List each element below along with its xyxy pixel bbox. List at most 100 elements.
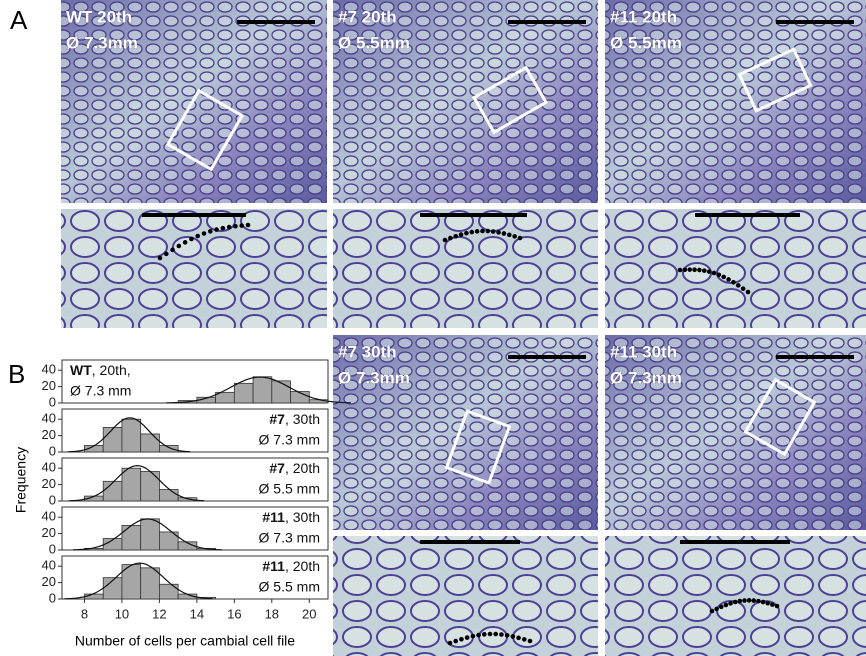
cell-dot: [491, 229, 496, 234]
zoom-texture: [333, 209, 598, 328]
cell-dot: [246, 223, 251, 228]
age: , 20th: [285, 558, 320, 574]
x-tick-label: 16: [227, 606, 241, 621]
cell-dot: [736, 283, 741, 288]
cell-dot: [697, 268, 702, 273]
micrograph-texture: [605, 0, 866, 203]
cell-dot: [488, 632, 493, 637]
y-tick-label: 20: [42, 427, 56, 442]
micrograph-label: Ø 7.3mm: [66, 33, 138, 52]
histogram-bar: [141, 434, 160, 452]
cell-dot: [717, 272, 722, 277]
cell-dot: [719, 605, 724, 610]
cell-dot: [482, 632, 487, 637]
genotype: #11: [262, 558, 285, 574]
y-tick-label: 40: [42, 558, 56, 573]
histogram-bar: [141, 519, 160, 550]
cell-dot: [710, 609, 715, 614]
histogram-label: #7, 20th: [269, 460, 320, 476]
cell-dot: [728, 601, 733, 606]
age: , 30th: [285, 411, 320, 427]
cell-dot: [459, 232, 464, 237]
cell-dot: [164, 252, 169, 257]
cell-dot: [702, 268, 707, 273]
histogram-label: #11, 30th: [262, 509, 320, 525]
cell-dot: [239, 223, 244, 228]
cell-dot: [448, 641, 453, 646]
cell-dot: [775, 604, 780, 609]
x-tick-label: 18: [265, 606, 279, 621]
cell-dot: [158, 256, 163, 261]
micrograph-texture: [333, 0, 598, 203]
histogram-bar: [159, 490, 178, 501]
cell-dot: [707, 269, 712, 274]
histogram-label: WT, 20th,: [70, 362, 131, 378]
cell-dot: [486, 229, 491, 234]
histogram-bar: [272, 381, 291, 403]
cell-dot: [227, 225, 232, 230]
y-tick-label: 0: [49, 394, 56, 409]
cell-dot: [747, 598, 752, 603]
histogram-bar: [253, 377, 272, 403]
micrograph-label: #7 30th: [338, 342, 397, 361]
micrograph-label: Ø 7.3mm: [338, 368, 410, 387]
cell-dot: [761, 600, 766, 605]
cell-dot: [471, 634, 476, 639]
micrograph-label: #7 20th: [338, 7, 397, 26]
cell-dot: [177, 244, 182, 249]
cell-dot: [751, 598, 756, 603]
cell-dot: [499, 632, 504, 637]
y-tick-label: 40: [42, 460, 56, 475]
figure: A B WT 20thØ 7.3mm#7 20thØ 5.5mm#11 20th…: [0, 0, 866, 656]
micrograph-label: Ø 5.5mm: [338, 33, 410, 52]
micrograph-label: Ø 5.5mm: [610, 33, 682, 52]
histogram-bar: [159, 584, 178, 599]
cell-dot: [724, 603, 729, 608]
cell-dot: [195, 234, 200, 239]
histogram-bar: [122, 468, 141, 501]
micrograph-label: WT 20th: [66, 7, 132, 26]
zoom-texture: [61, 209, 327, 328]
x-tick-label: 10: [115, 606, 129, 621]
cell-dot: [233, 224, 238, 229]
cell-dot: [733, 600, 738, 605]
cell-dot: [511, 634, 516, 639]
cell-dot: [742, 598, 747, 603]
y-tick-label: 40: [42, 509, 56, 524]
micrograph-label: #11 20th: [610, 7, 677, 26]
cell-dot: [683, 267, 688, 272]
y-tick-label: 20: [42, 476, 56, 491]
cell-dot: [202, 231, 207, 236]
cell-dot: [731, 280, 736, 285]
genotype: #7: [269, 460, 285, 476]
cell-dot: [476, 633, 481, 638]
cell-dot: [183, 240, 188, 245]
y-tick-label: 40: [42, 362, 56, 377]
cell-dot: [518, 236, 523, 241]
histogram-bar: [234, 383, 253, 403]
cell-dot: [469, 230, 474, 235]
histogram-label: Ø 5.5 mm: [259, 481, 320, 497]
cell-dot: [678, 268, 683, 273]
cell-dot: [692, 267, 697, 272]
micrograph-label: Ø 7.3mm: [610, 368, 682, 387]
cell-dot: [687, 267, 692, 272]
histogram-label: Ø 5.5 mm: [259, 579, 320, 595]
y-tick-label: 20: [42, 574, 56, 589]
cell-dot: [464, 231, 469, 236]
genotype: #7: [269, 411, 285, 427]
cell-dot: [765, 601, 770, 606]
y-tick-label: 20: [42, 378, 56, 393]
cell-dot: [746, 290, 751, 295]
cell-dot: [507, 233, 512, 238]
histogram-label: #11, 20th: [262, 558, 320, 574]
x-tick-label: 12: [152, 606, 166, 621]
panel-label: A: [10, 5, 28, 35]
genotype: WT: [70, 362, 92, 378]
genotype: #11: [262, 509, 285, 525]
histogram-bar: [141, 568, 160, 599]
cell-dot: [221, 226, 226, 231]
cell-dot: [714, 607, 719, 612]
cell-dot: [475, 229, 480, 234]
histogram-bar: [159, 445, 178, 452]
